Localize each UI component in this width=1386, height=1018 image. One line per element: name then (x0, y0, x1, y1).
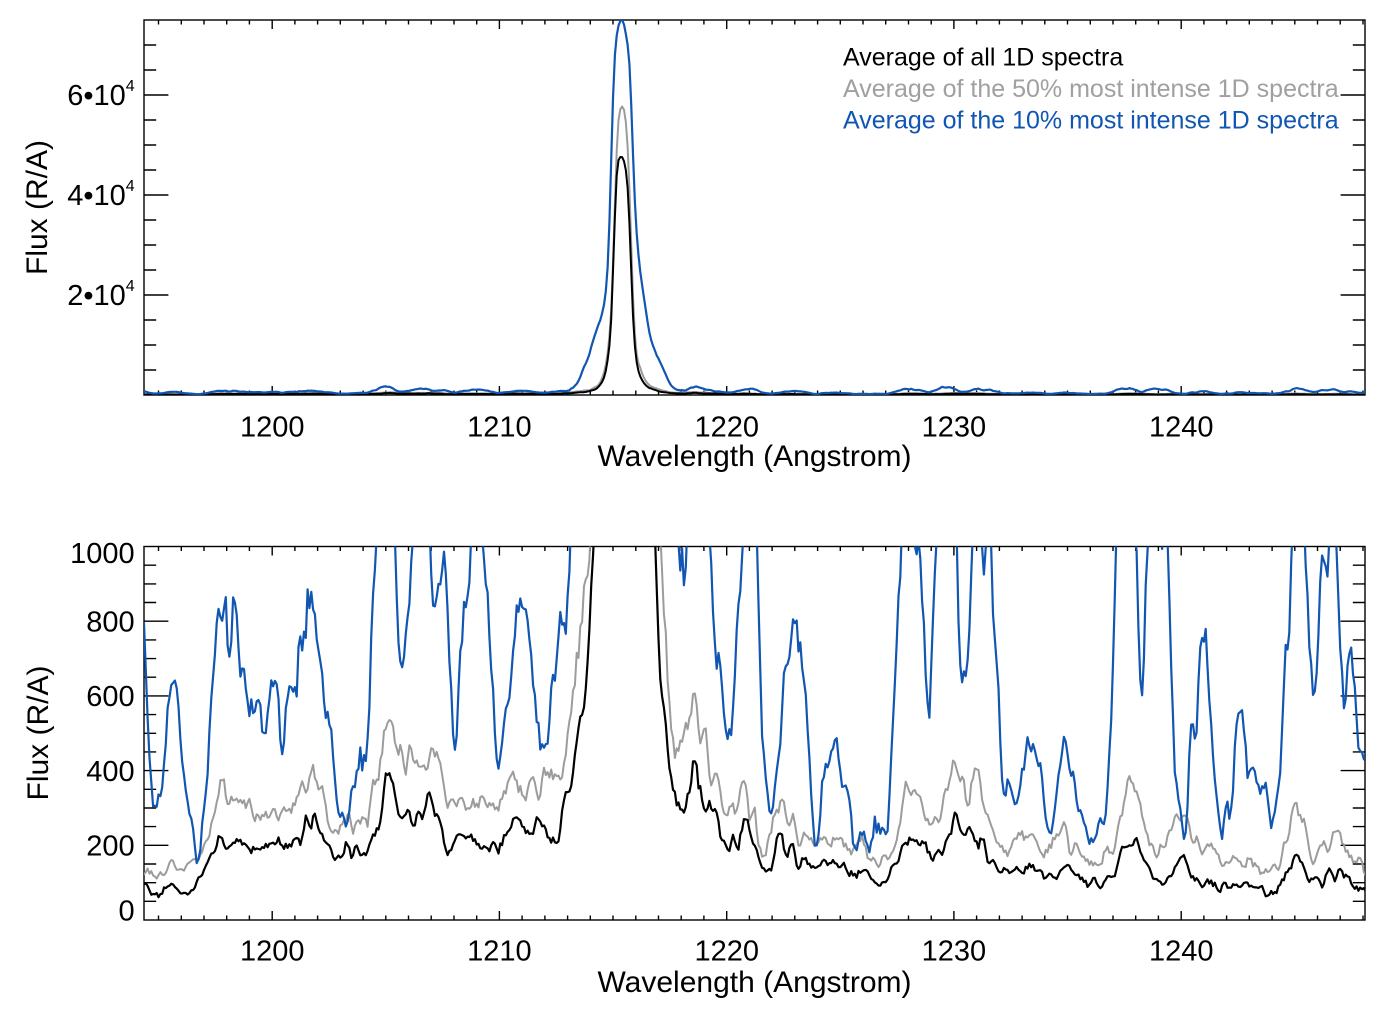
svg-text:6•104: 6•104 (67, 78, 135, 112)
svg-text:Flux (R/A): Flux (R/A) (21, 140, 54, 275)
svg-text:Wavelength (Angstrom): Wavelength (Angstrom) (597, 440, 911, 473)
svg-text:1220: 1220 (694, 411, 759, 443)
svg-text:4•104: 4•104 (67, 178, 135, 212)
svg-text:1220: 1220 (694, 935, 759, 967)
svg-text:1200: 1200 (240, 411, 305, 443)
svg-text:Average of the 10% most intens: Average of the 10% most intense 1D spect… (843, 107, 1339, 135)
svg-text:1200: 1200 (240, 935, 305, 967)
svg-text:1240: 1240 (1149, 411, 1214, 443)
svg-text:Wavelength (Angstrom): Wavelength (Angstrom) (597, 966, 911, 999)
svg-text:800: 800 (86, 606, 134, 638)
svg-text:0: 0 (119, 896, 135, 928)
svg-text:400: 400 (86, 756, 134, 788)
svg-text:1000: 1000 (70, 538, 135, 570)
svg-text:200: 200 (86, 831, 134, 863)
svg-text:Average of all 1D spectra: Average of all 1D spectra (843, 44, 1123, 72)
svg-text:1210: 1210 (467, 935, 532, 967)
svg-text:1240: 1240 (1149, 935, 1214, 967)
svg-text:Flux (R/A): Flux (R/A) (22, 666, 55, 801)
svg-text:1230: 1230 (922, 935, 987, 967)
svg-text:Average of the 50% most intens: Average of the 50% most intense 1D spect… (843, 75, 1339, 103)
svg-text:2•104: 2•104 (67, 278, 135, 312)
svg-text:600: 600 (86, 681, 134, 713)
svg-text:1210: 1210 (467, 411, 532, 443)
svg-text:1230: 1230 (922, 411, 987, 443)
